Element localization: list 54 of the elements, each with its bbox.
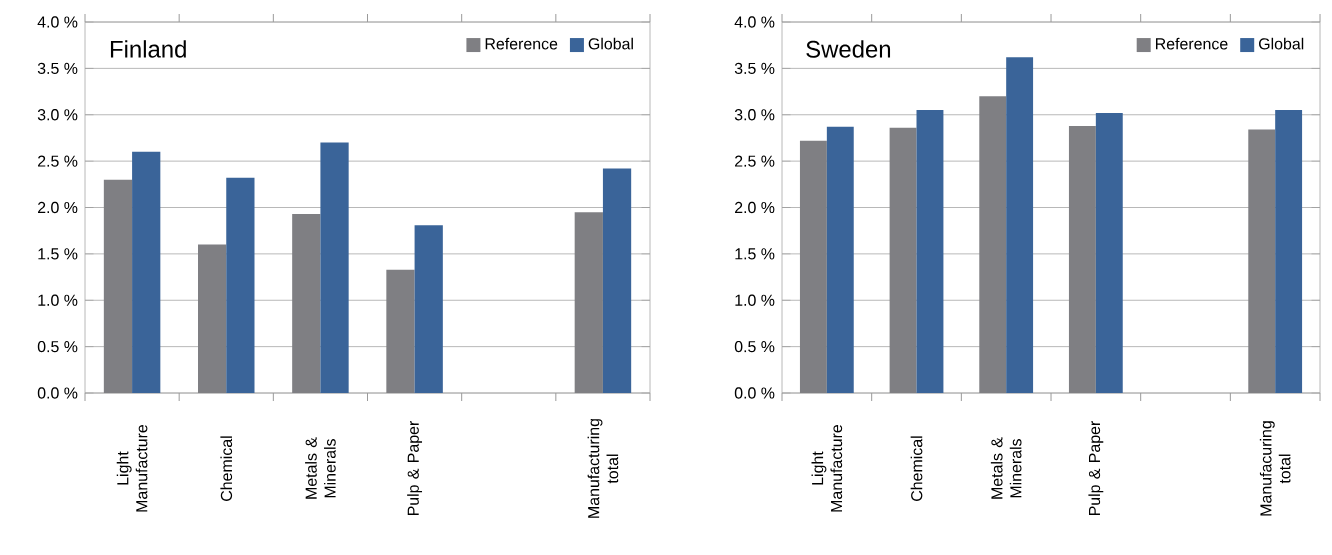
y-tick-label: 0.5 % — [734, 340, 775, 353]
x-tick-label: Pulp & Paper — [1088, 421, 1104, 516]
y-tick-label: 4.0 % — [37, 16, 78, 28]
bar — [1006, 57, 1034, 393]
y-tick-label: 1.5 % — [735, 248, 775, 260]
bar — [916, 110, 944, 393]
bar — [602, 168, 632, 393]
y-tick-label: 2.0 % — [38, 201, 78, 214]
y-tick-label: 0.0 % — [37, 387, 78, 399]
bar — [889, 127, 917, 393]
legend-label: Reference — [1155, 37, 1228, 50]
y-tick-label: 2.5 % — [38, 155, 78, 167]
y-tick-label: 4.0 % — [734, 16, 775, 28]
x-tick-label: Manufacuring total — [1259, 421, 1291, 516]
text: Finland — [110, 40, 186, 58]
bar — [1248, 129, 1276, 393]
bar — [103, 179, 133, 393]
bar — [414, 225, 443, 393]
bar — [574, 212, 603, 393]
y-tick-label: 1.0 % — [735, 294, 775, 306]
bar — [386, 269, 415, 393]
y-tick-label: 3.0 % — [37, 109, 78, 121]
bar — [1068, 125, 1096, 393]
x-tick-label: Pulp & Paper — [407, 421, 423, 516]
x-tick-label: Metals & Minerals — [990, 437, 1022, 499]
x-tick-label: Light Manufacture — [116, 424, 148, 512]
bar — [1275, 110, 1303, 393]
text: Sweden — [806, 40, 891, 58]
y-tick-label: 2.5 % — [735, 155, 775, 167]
y-tick-label: 3.0 % — [734, 109, 775, 121]
y-tick-label: 3.5 % — [734, 62, 775, 75]
bar — [226, 177, 255, 393]
bar — [292, 213, 321, 393]
x-tick-label: Metals & Minerals — [305, 437, 336, 499]
bar — [132, 151, 161, 393]
y-tick-label: 0.0 % — [734, 387, 775, 399]
bar — [979, 96, 1007, 393]
x-tick-label: Light Manufacture — [811, 424, 843, 512]
bar — [198, 244, 227, 393]
y-tick-label: 1.5 % — [38, 248, 78, 260]
bar — [320, 142, 349, 393]
bar — [826, 126, 854, 393]
legend-label: Global — [588, 37, 633, 50]
bar — [1095, 112, 1123, 393]
legend-label: Global — [1259, 37, 1304, 50]
y-tick-label: 2.0 % — [735, 201, 775, 214]
y-tick-label: 0.5 % — [37, 340, 78, 353]
x-tick-label: Chemical — [910, 436, 923, 501]
x-tick-label: Manufacturing total — [587, 419, 619, 518]
y-tick-label: 1.0 % — [38, 294, 78, 306]
legend-label: Reference — [485, 37, 558, 50]
bar — [799, 140, 827, 393]
y-tick-label: 3.5 % — [37, 62, 78, 75]
x-tick-label: Chemical — [220, 436, 233, 501]
